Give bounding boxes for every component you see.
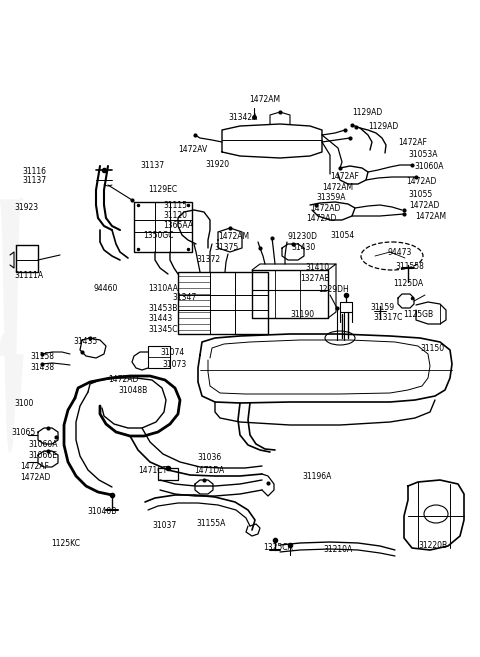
Text: 31074: 31074 xyxy=(160,348,184,357)
Text: 1472AV: 1472AV xyxy=(178,145,207,154)
Text: 1125GB: 1125GB xyxy=(403,310,433,319)
Text: 1310AA: 1310AA xyxy=(148,284,178,293)
Text: 31342A: 31342A xyxy=(228,113,257,122)
Text: 1365AA: 1365AA xyxy=(163,221,193,230)
Text: 31055: 31055 xyxy=(408,190,432,199)
Text: 94460: 94460 xyxy=(93,284,118,293)
Text: 1472AD: 1472AD xyxy=(406,177,436,186)
Text: 31073: 31073 xyxy=(162,360,186,369)
Text: 31065: 31065 xyxy=(11,428,35,437)
Polygon shape xyxy=(0,334,23,403)
Text: 31137: 31137 xyxy=(140,161,164,170)
Text: 31037: 31037 xyxy=(152,521,176,530)
Polygon shape xyxy=(0,198,23,452)
Text: 31220B: 31220B xyxy=(418,541,447,550)
Text: 1472AD: 1472AD xyxy=(108,375,138,384)
Text: 31438: 31438 xyxy=(30,363,54,372)
Text: 31115: 31115 xyxy=(163,201,187,210)
Bar xyxy=(158,468,178,480)
Text: 31196A: 31196A xyxy=(302,472,331,481)
Text: 31040B: 31040B xyxy=(87,507,116,516)
Text: 31155A: 31155A xyxy=(196,519,226,528)
Bar xyxy=(178,272,268,334)
Text: 31920: 31920 xyxy=(205,160,229,169)
Text: 1472AM: 1472AM xyxy=(250,95,281,104)
Text: 31347: 31347 xyxy=(172,293,196,302)
Bar xyxy=(148,346,170,368)
Text: 31317C: 31317C xyxy=(373,313,402,322)
Text: 1472AF: 1472AF xyxy=(20,462,49,471)
Text: 31158: 31158 xyxy=(30,352,54,361)
Text: 31345C: 31345C xyxy=(148,325,178,334)
Text: 1125KC: 1125KC xyxy=(51,539,80,548)
Text: 31116: 31116 xyxy=(22,167,46,176)
Text: 1472AF: 1472AF xyxy=(330,172,359,181)
Text: 31060A: 31060A xyxy=(28,440,58,449)
Text: 31120: 31120 xyxy=(163,211,187,220)
Bar xyxy=(134,202,192,252)
Text: 31036: 31036 xyxy=(197,453,221,462)
Text: 31453B: 31453B xyxy=(148,304,178,313)
Text: 1325CA: 1325CA xyxy=(263,543,293,552)
Text: 1472AD: 1472AD xyxy=(306,214,336,223)
Text: 31053A: 31053A xyxy=(408,150,437,159)
Text: 31190: 31190 xyxy=(290,310,314,319)
Text: 31111A: 31111A xyxy=(14,271,43,280)
Text: 31066E: 31066E xyxy=(28,451,57,460)
Text: 31159: 31159 xyxy=(370,303,394,312)
Text: 1472AM: 1472AM xyxy=(218,232,249,241)
Text: 1350GC: 1350GC xyxy=(143,231,173,240)
Text: 1472AD: 1472AD xyxy=(409,201,439,210)
Text: 1472AD: 1472AD xyxy=(20,473,50,482)
Text: 311558: 311558 xyxy=(395,262,424,271)
Text: 31210A: 31210A xyxy=(323,545,352,554)
Text: 91230D: 91230D xyxy=(288,232,318,241)
Text: 1472AM: 1472AM xyxy=(415,212,446,221)
Text: 1129AD: 1129AD xyxy=(352,108,382,117)
Text: 1327AB: 1327AB xyxy=(300,274,330,283)
Text: 31443: 31443 xyxy=(148,314,172,323)
Text: 31060A: 31060A xyxy=(414,162,444,171)
Text: 1129AD: 1129AD xyxy=(368,122,398,131)
Text: 1129EC: 1129EC xyxy=(148,185,177,194)
Text: 31137: 31137 xyxy=(22,176,46,185)
Text: 31430: 31430 xyxy=(291,243,315,252)
Text: 3100: 3100 xyxy=(14,399,34,408)
Text: 1471DA: 1471DA xyxy=(194,466,224,475)
Text: 1472AF: 1472AF xyxy=(398,138,427,147)
Text: 31150: 31150 xyxy=(420,344,444,353)
Text: 1472AD: 1472AD xyxy=(310,204,340,213)
Text: 1472AM: 1472AM xyxy=(322,183,353,192)
Text: 31375: 31375 xyxy=(214,243,238,252)
Text: 31372: 31372 xyxy=(196,255,220,264)
Text: 31923: 31923 xyxy=(14,203,38,212)
Text: 31359A: 31359A xyxy=(316,193,346,202)
Text: 31054: 31054 xyxy=(330,231,354,240)
Text: 94473: 94473 xyxy=(388,248,412,257)
Text: 1125DA: 1125DA xyxy=(393,279,423,288)
Text: 31048B: 31048B xyxy=(118,386,147,395)
Text: 1229DH: 1229DH xyxy=(318,285,349,294)
Text: 31410: 31410 xyxy=(305,263,329,272)
Text: 31435: 31435 xyxy=(73,337,97,346)
Text: 1471CT: 1471CT xyxy=(138,466,167,475)
